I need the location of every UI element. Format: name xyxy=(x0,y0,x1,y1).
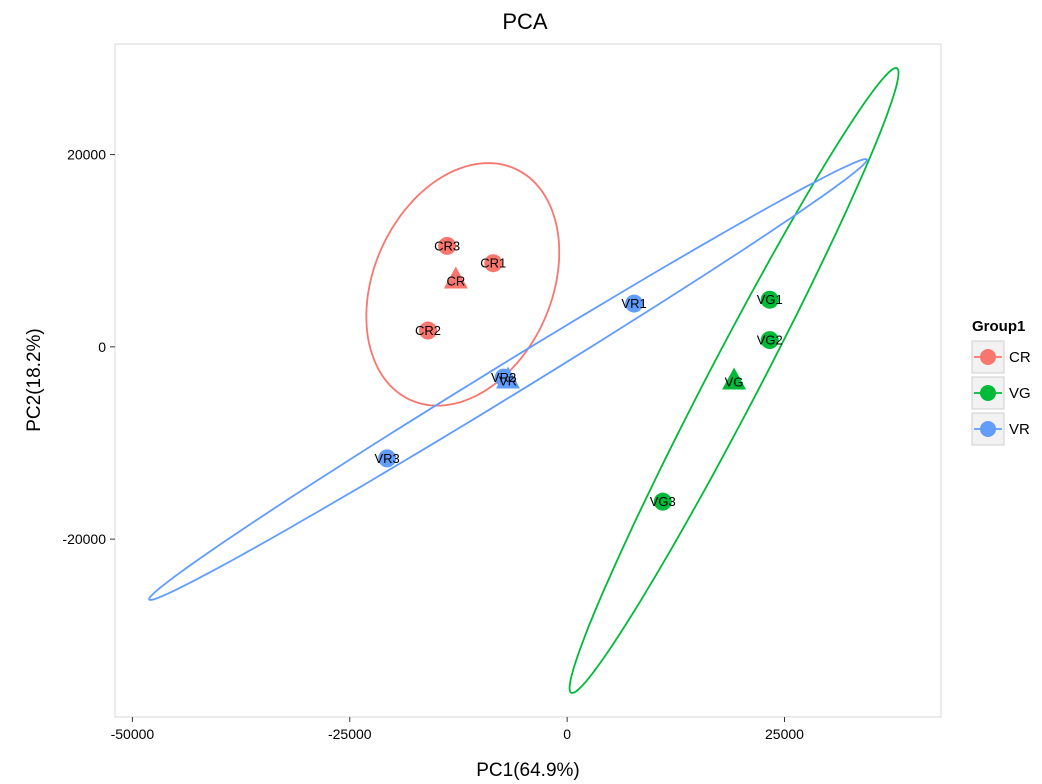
legend-marker-vr xyxy=(980,421,996,437)
point-label-vr2: VR2 xyxy=(491,370,516,385)
point-label-vg1: VG1 xyxy=(757,292,783,307)
point-vg3 xyxy=(653,492,672,511)
point-vg2 xyxy=(760,331,779,350)
ellipse-vg xyxy=(568,67,900,694)
point-vr3 xyxy=(378,449,397,468)
centroid-vg xyxy=(722,367,747,390)
point-cr3 xyxy=(438,236,457,255)
point-cr1 xyxy=(484,254,503,273)
y-tick-label: 0 xyxy=(98,339,106,355)
legend-label-vg: VG xyxy=(1009,385,1031,402)
y-tick-label: -20000 xyxy=(62,531,106,547)
ellipse-layer xyxy=(148,67,900,694)
point-label-cr1: CR1 xyxy=(480,256,506,271)
centroid-label-vr: VR xyxy=(499,374,517,389)
legend-title: Group1 xyxy=(972,318,1025,335)
x-tick-label: 25000 xyxy=(765,726,804,742)
point-label-vg2: VG2 xyxy=(757,333,783,348)
y-axis-title: PC2(18.2%) xyxy=(24,328,45,432)
legend-label-cr: CR xyxy=(1009,349,1031,366)
point-label-vr1: VR1 xyxy=(621,296,646,311)
point-label-cr3: CR3 xyxy=(434,238,460,253)
point-vr1 xyxy=(625,294,644,313)
legend-marker-cr xyxy=(980,349,996,365)
plot-panel xyxy=(114,43,942,718)
centroid-cr xyxy=(443,266,468,289)
point-cr2 xyxy=(419,321,438,340)
ellipse-vr xyxy=(148,158,868,601)
legend: Group1 CR VG VR xyxy=(971,318,1031,446)
x-tick-label: -50000 xyxy=(111,726,155,742)
centroid-vr xyxy=(496,366,521,389)
point-label-vg3: VG3 xyxy=(650,494,676,509)
centroid-label-vg: VG xyxy=(725,375,744,390)
axes-layer: -50000 -25000 0 25000 -20000 0 20000 xyxy=(62,147,804,742)
legend-marker-vg xyxy=(980,385,996,401)
y-tick-label: 20000 xyxy=(67,147,106,163)
point-label-vr3: VR3 xyxy=(374,451,399,466)
legend-label-vr: VR xyxy=(1009,421,1030,438)
x-tick-label: 0 xyxy=(563,726,571,742)
x-axis-title: PC1(64.9%) xyxy=(476,760,580,781)
centroid-label-cr: CR xyxy=(446,274,465,289)
x-tick-label: -25000 xyxy=(328,726,372,742)
points-layer: CR1 CR2 CR3 CR VG1 VG2 VG3 VG VR1 VR2 VR3 VR xyxy=(374,236,783,511)
ellipse-cr xyxy=(365,162,561,407)
point-vg1 xyxy=(760,290,779,309)
point-label-cr2: CR2 xyxy=(415,323,441,338)
chart-title: PCA xyxy=(502,9,548,34)
